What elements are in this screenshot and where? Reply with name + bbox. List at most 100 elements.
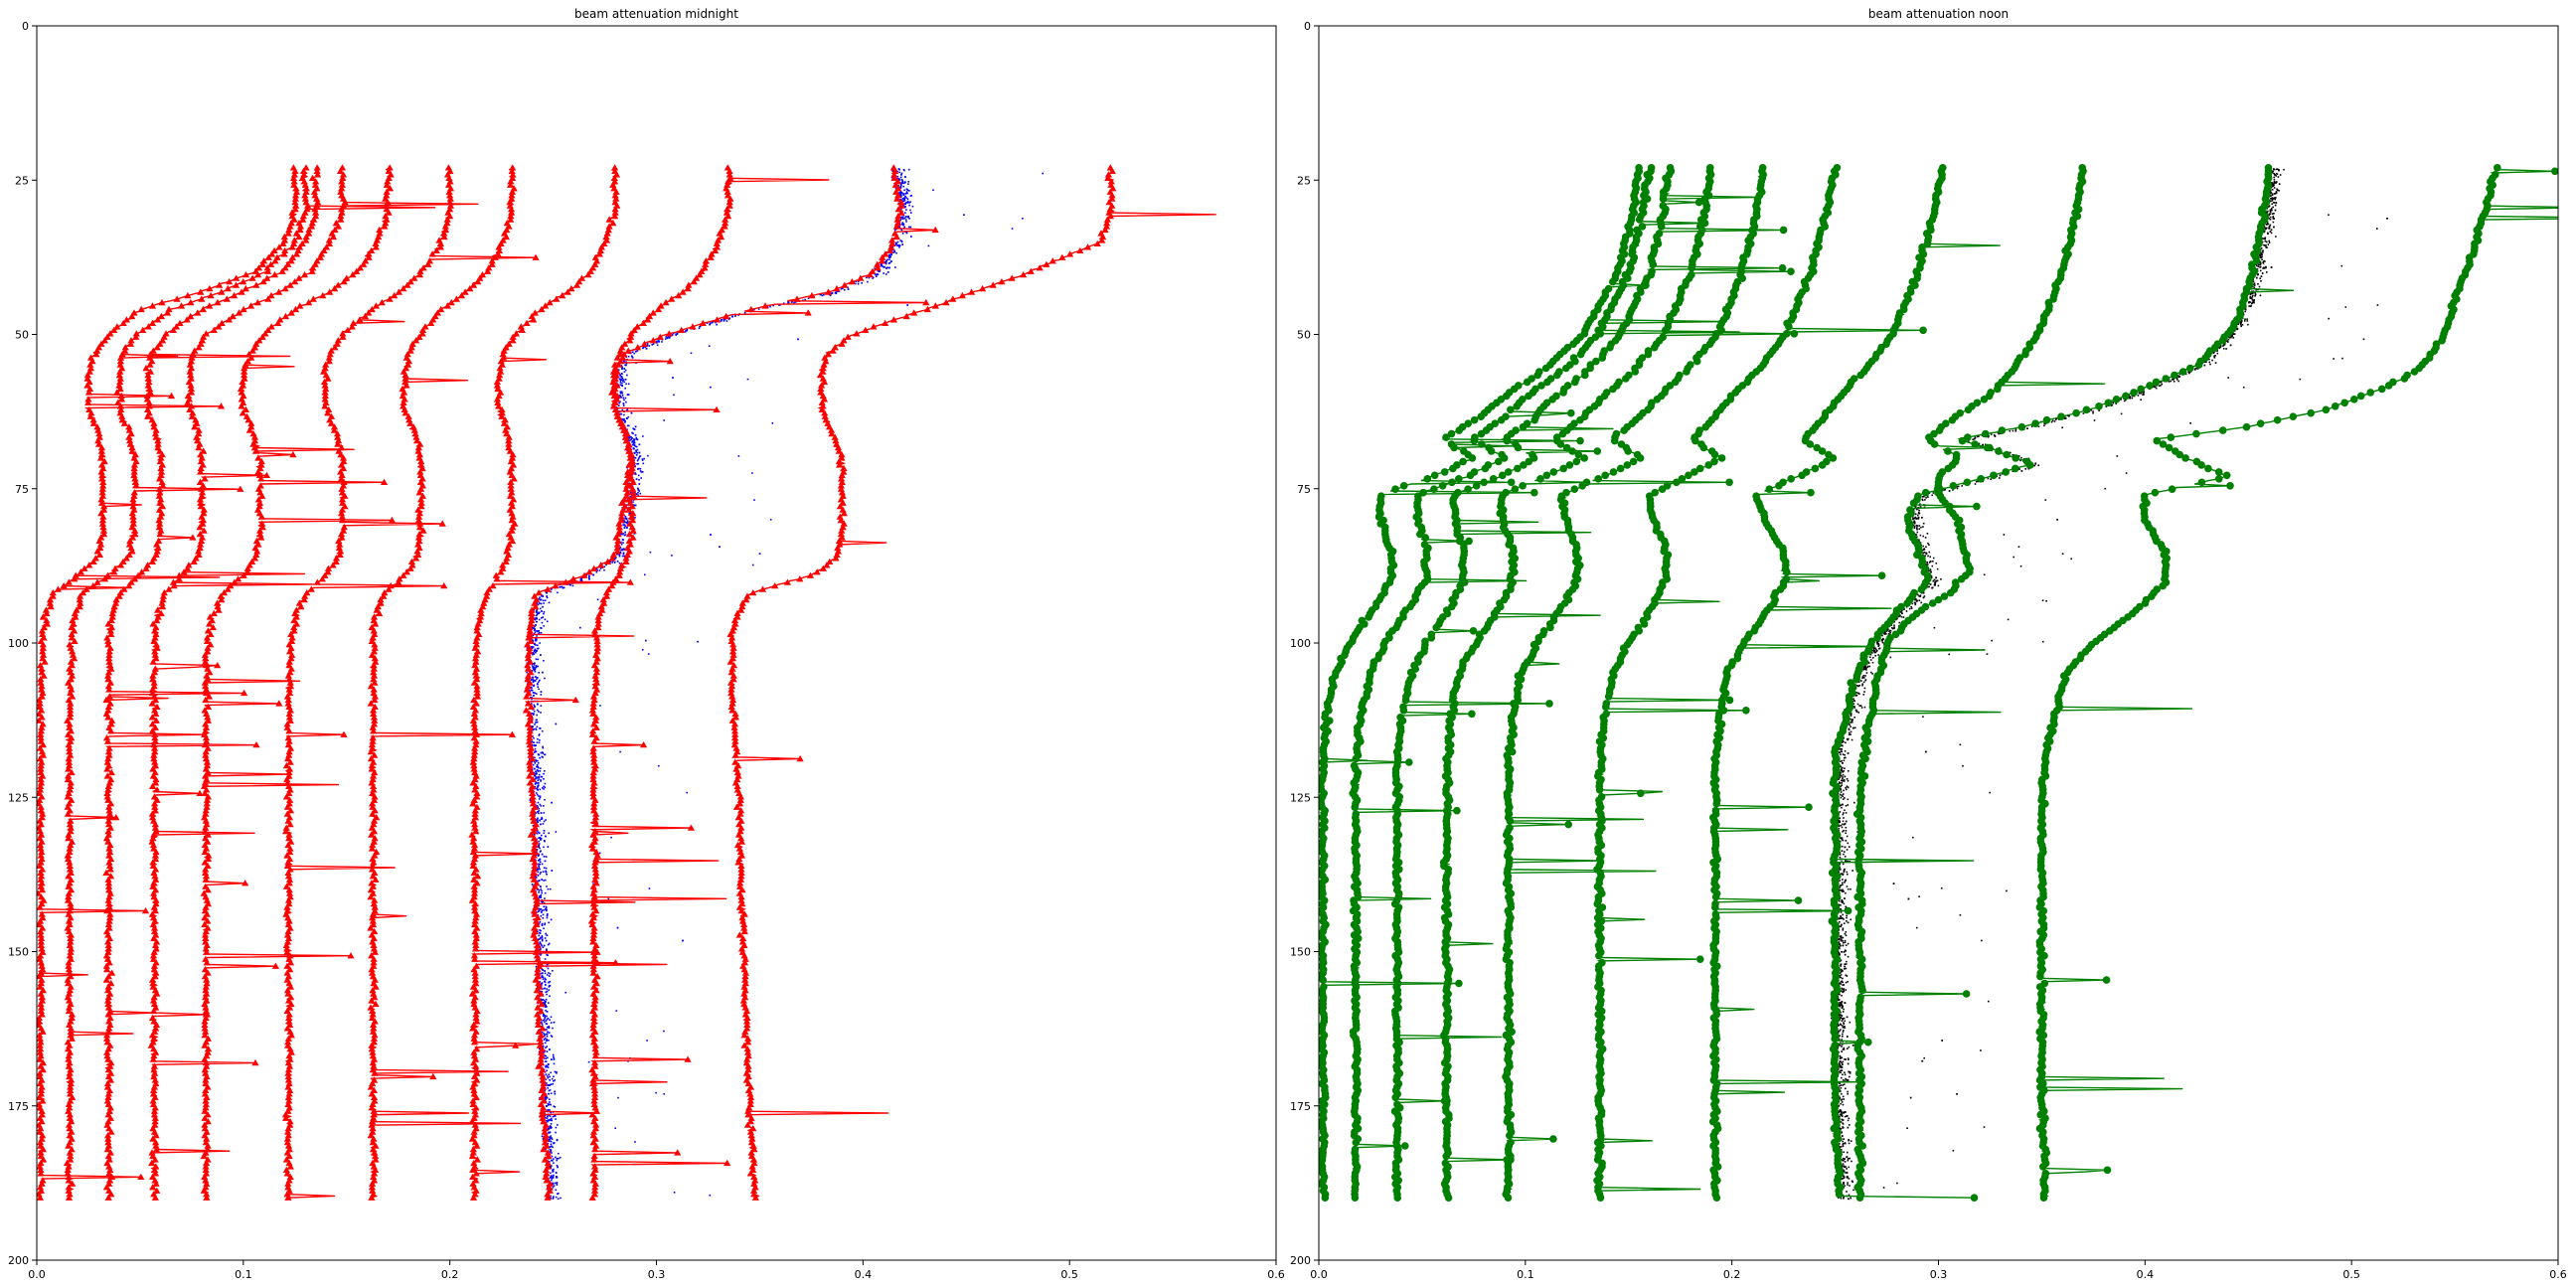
scatter-point [550, 1176, 552, 1179]
scatter-point [546, 1011, 549, 1013]
series-marker [480, 599, 488, 606]
series-marker [163, 309, 172, 316]
scatter-point [897, 244, 900, 246]
series-marker [339, 464, 348, 472]
series-marker [406, 278, 414, 285]
scatter-point [538, 612, 540, 614]
series-marker [157, 496, 165, 503]
scatter-point [548, 1073, 550, 1076]
series-marker [104, 672, 112, 679]
series-marker [370, 990, 378, 997]
scatter-point [535, 773, 538, 775]
scatter-point [963, 214, 965, 216]
scatter-point [549, 1138, 551, 1140]
series-marker [517, 323, 525, 330]
scatter-point [539, 727, 542, 729]
scatter-point [532, 646, 535, 648]
scatter-point [539, 679, 541, 682]
series-marker [334, 440, 342, 447]
series-marker [86, 361, 94, 368]
scatter-point [898, 244, 901, 246]
series-marker [157, 527, 165, 534]
series-marker [202, 1097, 210, 1104]
scatter-point [551, 801, 553, 804]
series-marker [286, 707, 294, 714]
scatter-point [635, 450, 637, 453]
series-marker [196, 478, 205, 485]
scatter-point [540, 780, 542, 782]
scatter-point [536, 787, 538, 790]
scatter-point [751, 472, 753, 474]
scatter-point [548, 1131, 550, 1134]
series-marker [415, 513, 423, 520]
series-marker [500, 347, 508, 354]
scatter-point [546, 873, 548, 876]
scatter-point [546, 974, 549, 976]
scatter-point [543, 840, 546, 842]
series-marker [71, 655, 79, 662]
series-marker [130, 461, 138, 468]
scatter-point [533, 771, 536, 774]
series-marker [108, 969, 116, 976]
series-marker [151, 648, 159, 655]
series-marker [105, 686, 113, 693]
series-marker [324, 409, 332, 416]
series-marker [282, 761, 290, 769]
scatter-point [626, 522, 628, 525]
series-marker [325, 358, 333, 365]
series-marker [105, 1086, 113, 1093]
scatter-point [536, 764, 539, 766]
series-marker [381, 223, 389, 230]
series-marker [369, 910, 378, 917]
series-marker [195, 426, 203, 433]
series-marker [150, 993, 158, 1001]
series-marker [198, 534, 206, 541]
scatter-point [902, 193, 904, 195]
scatter-point [548, 1032, 551, 1034]
scatter-point [536, 612, 539, 615]
scatter-point [535, 722, 537, 724]
scatter-point [883, 266, 886, 268]
series-marker [66, 703, 75, 710]
series-marker [203, 1072, 211, 1080]
scatter-point [537, 779, 539, 782]
series-marker [283, 1170, 291, 1177]
series-marker [201, 848, 209, 856]
scatter-point [639, 467, 642, 470]
scatter-point [624, 379, 627, 381]
scatter-point [531, 664, 534, 666]
series-marker [146, 389, 154, 396]
series-marker [191, 423, 199, 430]
series-marker [285, 1062, 294, 1069]
scatter-point [539, 837, 542, 840]
scatter-point [645, 348, 648, 350]
scatter-point [550, 918, 553, 921]
series-marker [151, 634, 159, 641]
series-marker [564, 288, 571, 295]
series-marker [165, 585, 173, 592]
scatter-point [886, 271, 889, 273]
series-marker [203, 979, 211, 987]
series-marker [338, 510, 346, 517]
series-marker [206, 302, 214, 309]
scatter-point [531, 744, 534, 746]
scatter-point [899, 199, 901, 201]
scatter-point [541, 729, 544, 732]
series-marker [37, 824, 43, 831]
series-marker [94, 437, 102, 444]
scatter-point [900, 179, 903, 181]
scatter-point [543, 772, 545, 775]
scatter-point [544, 1089, 546, 1091]
scatter-point [538, 907, 541, 910]
series-marker [114, 399, 122, 405]
scatter-point [539, 770, 542, 772]
series-marker [370, 710, 378, 717]
series-marker [471, 1121, 479, 1128]
series-marker [284, 934, 293, 941]
series-marker [457, 291, 466, 299]
series-marker [68, 672, 77, 679]
series-marker [473, 682, 481, 690]
scatter-point [545, 1009, 547, 1012]
series-marker [282, 824, 290, 831]
